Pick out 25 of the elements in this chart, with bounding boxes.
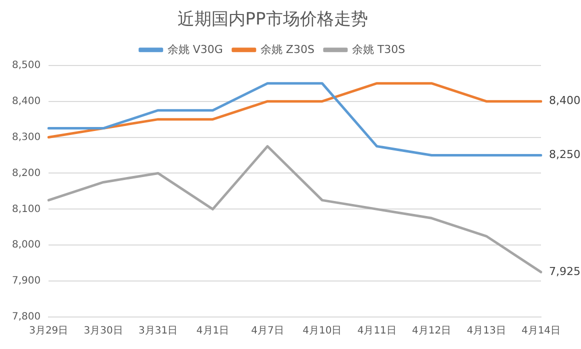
x-tick-label: 4月13日 <box>466 326 506 337</box>
legend-label: 余姚 T30S <box>352 42 406 56</box>
x-tick-label: 3月31日 <box>138 326 178 337</box>
y-tick-label: 8,300 <box>12 132 41 143</box>
x-tick-label: 4月12日 <box>412 326 452 337</box>
x-tick-label: 4月1日 <box>196 326 230 337</box>
x-tick-label: 4月14日 <box>521 326 561 337</box>
x-tick-label: 3月30日 <box>84 326 123 337</box>
data-label: 8,250 <box>549 148 580 162</box>
x-tick-label: 4月11日 <box>357 326 396 337</box>
x-tick-label: 4月7日 <box>251 326 284 337</box>
y-tick-label: 7,900 <box>12 276 41 287</box>
x-tick-label: 3月29日 <box>29 326 68 337</box>
y-tick-label: 7,800 <box>12 312 41 323</box>
y-tick-label: 8,100 <box>12 204 41 215</box>
y-tick-label: 8,000 <box>12 240 41 251</box>
y-tick-label: 8,400 <box>12 96 41 107</box>
legend-label: 余姚 Z30S <box>260 42 314 56</box>
x-tick-label: 4月10日 <box>302 326 342 337</box>
y-tick-label: 8,200 <box>12 168 41 179</box>
data-label: 7,925 <box>549 264 580 278</box>
chart-title: 近期国内PP市场价格走势 <box>177 10 368 30</box>
y-tick-label: 8,500 <box>12 60 41 71</box>
data-label: 8,400 <box>549 94 580 108</box>
legend-label: 余姚 V30G <box>167 42 223 56</box>
